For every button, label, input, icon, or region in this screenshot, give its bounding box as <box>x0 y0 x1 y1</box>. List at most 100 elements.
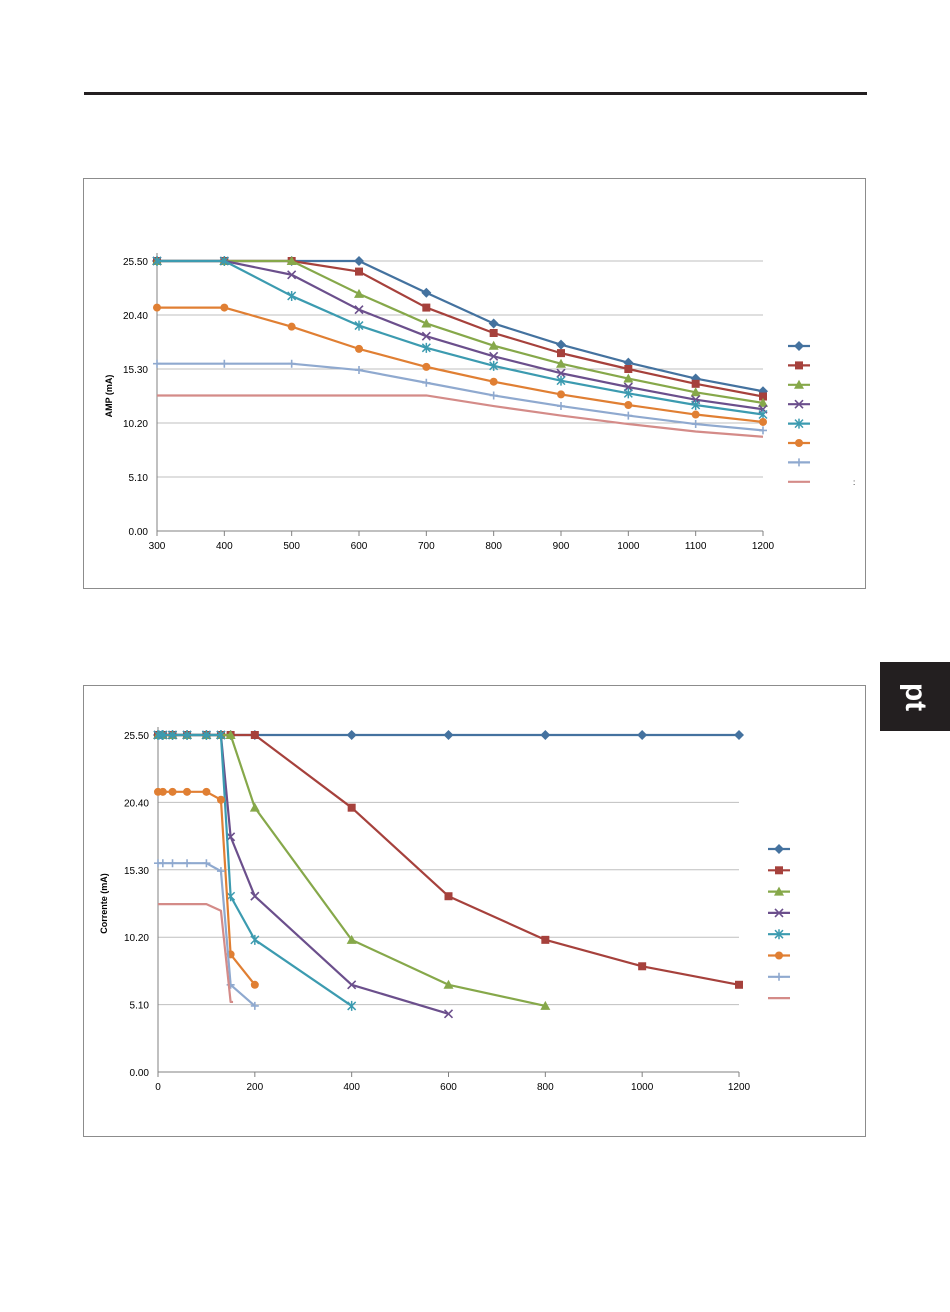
chart-2-series-3-line <box>158 733 546 1007</box>
chart-2-x-tick-label: 600 <box>440 1082 457 1093</box>
chart-2-series-5-point <box>182 730 192 740</box>
chart-2-series-5-point <box>250 934 260 945</box>
chart-2-series-5-point <box>216 730 226 740</box>
chart-1-series-6-point <box>557 390 565 399</box>
chart-1-series-4-point <box>489 351 499 361</box>
chart-1-series-7-line <box>157 362 764 432</box>
chart-2-series-2-point <box>541 935 550 944</box>
chart-2-series-7-point <box>250 1001 259 1010</box>
chart-2-legend-swatch-marker <box>775 951 783 960</box>
chart-2-series-3-point <box>346 934 357 944</box>
chart-1-legend-entry <box>788 399 810 409</box>
chart-1-series-6-point <box>355 344 363 353</box>
chart-2-series-6-point <box>183 787 192 796</box>
chart-1-series-5-point <box>219 256 229 266</box>
chart-2-series-5-point <box>167 730 178 740</box>
chart-1-series-6-point <box>287 322 296 331</box>
chart-2-legend-entry <box>768 866 790 875</box>
chart-1-series-3-point <box>488 340 499 350</box>
chart-2-series-2-point <box>444 892 453 901</box>
chart-1-legend-swatch-marker <box>794 379 804 389</box>
chart-2-x-tick-label: 200 <box>246 1082 263 1093</box>
chart-1-series-4-line <box>157 259 764 411</box>
chart-2-legend-swatch-marker <box>774 929 784 940</box>
chart-1-series-3-point <box>690 387 701 397</box>
chart-1-series-6-line <box>157 306 764 424</box>
chart-1-series-7-point <box>759 426 767 435</box>
chart-1-series-6-point <box>759 417 767 426</box>
chart-2-y-tick-label: 15.30 <box>124 866 149 877</box>
chart-1-series-4-point <box>287 270 297 280</box>
chart-1-series-3-point <box>421 318 432 328</box>
top-rule <box>84 92 867 95</box>
chart-1-x-tick-label: 700 <box>418 541 435 552</box>
chart-1-series-2-point <box>557 349 565 358</box>
chart-1-legend-entry <box>788 341 810 351</box>
chart-1-x-tick-label: 1000 <box>617 541 640 552</box>
chart-1-series-3 <box>152 256 768 407</box>
chart-1-svg: 0.00 5.10 10.20 15.30 20.40 25.50 300 400 500 600… <box>104 253 855 552</box>
chart-1-series-8-line <box>157 394 764 438</box>
chart-2-legend-entry <box>768 844 790 854</box>
language-tab: pt <box>880 662 950 731</box>
chart-2-legend-entry <box>768 908 790 918</box>
chart-frame-2: 0.00 5.10 10.20 15.30 20.40 25.50 0 200 400 600 80… <box>83 685 866 1137</box>
chart-2-series-2-point <box>735 980 743 989</box>
chart-1-series-7-point <box>489 391 498 400</box>
chart-1-series-6-point <box>691 410 700 419</box>
chart-2-y-axis-label: Corrente (mA) <box>99 873 109 934</box>
language-tab-label: pt <box>898 682 932 711</box>
chart-2-x-tick-label: 1200 <box>728 1082 751 1093</box>
chart-1-x-tick-label: 400 <box>216 541 233 552</box>
chart-2-series-6-line <box>158 790 256 986</box>
chart-2-series-6 <box>154 787 259 989</box>
chart-2-x-tick-label: 800 <box>537 1082 554 1093</box>
chart-2-series-7-point <box>168 859 177 868</box>
chart-1-series-2-point <box>624 365 633 373</box>
chart-2-series-2-point <box>250 731 259 739</box>
chart-2-series-1-point <box>540 730 551 740</box>
chart-1-y-axis-label: AMP (mA) <box>104 375 114 418</box>
chart-1-legend-swatch-marker <box>794 418 804 429</box>
chart-1-series-3-point <box>354 288 364 298</box>
chart-1-y-tick-label: 5.10 <box>129 473 149 484</box>
chart-1-legend-swatch-marker <box>794 341 804 351</box>
chart-1-series-2-point <box>759 392 767 401</box>
chart-2-legend-swatch-marker <box>774 886 784 896</box>
chart-2-legend-swatch-marker <box>775 866 783 875</box>
chart-1-legend-entry <box>788 361 810 370</box>
chart-1-legend-entry <box>788 439 810 447</box>
chart-1-series-1-point <box>488 318 499 329</box>
chart-1-x-tick-label: 1200 <box>752 541 775 552</box>
chart-1-series-5-point <box>287 290 297 301</box>
chart-1-series-6-point <box>489 377 498 386</box>
chart-1-series-3-point <box>286 256 297 265</box>
chart-2-series-7 <box>154 859 259 1010</box>
chart-1-series-4-point <box>354 305 364 315</box>
chart-1-series-3-point <box>623 373 634 383</box>
chart-2-legend-entry <box>768 951 790 960</box>
chart-2-series-7-line <box>158 862 256 1007</box>
chart-2-series-1-point <box>734 730 744 740</box>
chart-1-series-6-point <box>422 362 431 371</box>
chart-2-series-7-point <box>216 867 225 876</box>
chart-2-series-5-point <box>347 1000 357 1011</box>
chart-1-series-3-line <box>157 259 764 404</box>
chart-1-series-5-line <box>157 259 764 416</box>
chart-1-series-2-point <box>691 379 700 388</box>
chart-1-series-6 <box>153 303 767 426</box>
chart-1-series-2 <box>153 257 767 401</box>
chart-1-x-tick-label: 900 <box>553 541 570 552</box>
chart-1-series-5-point <box>354 320 364 331</box>
chart-1-legend-entry <box>788 379 810 389</box>
chart-1-legend-swatch-marker <box>794 399 804 409</box>
chart-2-series-4-point <box>443 1009 454 1019</box>
chart-1-x-tick-label: 500 <box>283 541 300 552</box>
chart-2-x-tick-label: 400 <box>343 1082 360 1093</box>
chart-2-series-7-point <box>202 859 211 868</box>
chart-2-series-5 <box>153 730 357 1011</box>
chart-2-series-6-point <box>216 795 225 804</box>
chart-1-series-5-point <box>489 360 499 371</box>
chart-1-legend-entry <box>788 458 810 467</box>
chart-2-series-3-point <box>249 802 260 812</box>
